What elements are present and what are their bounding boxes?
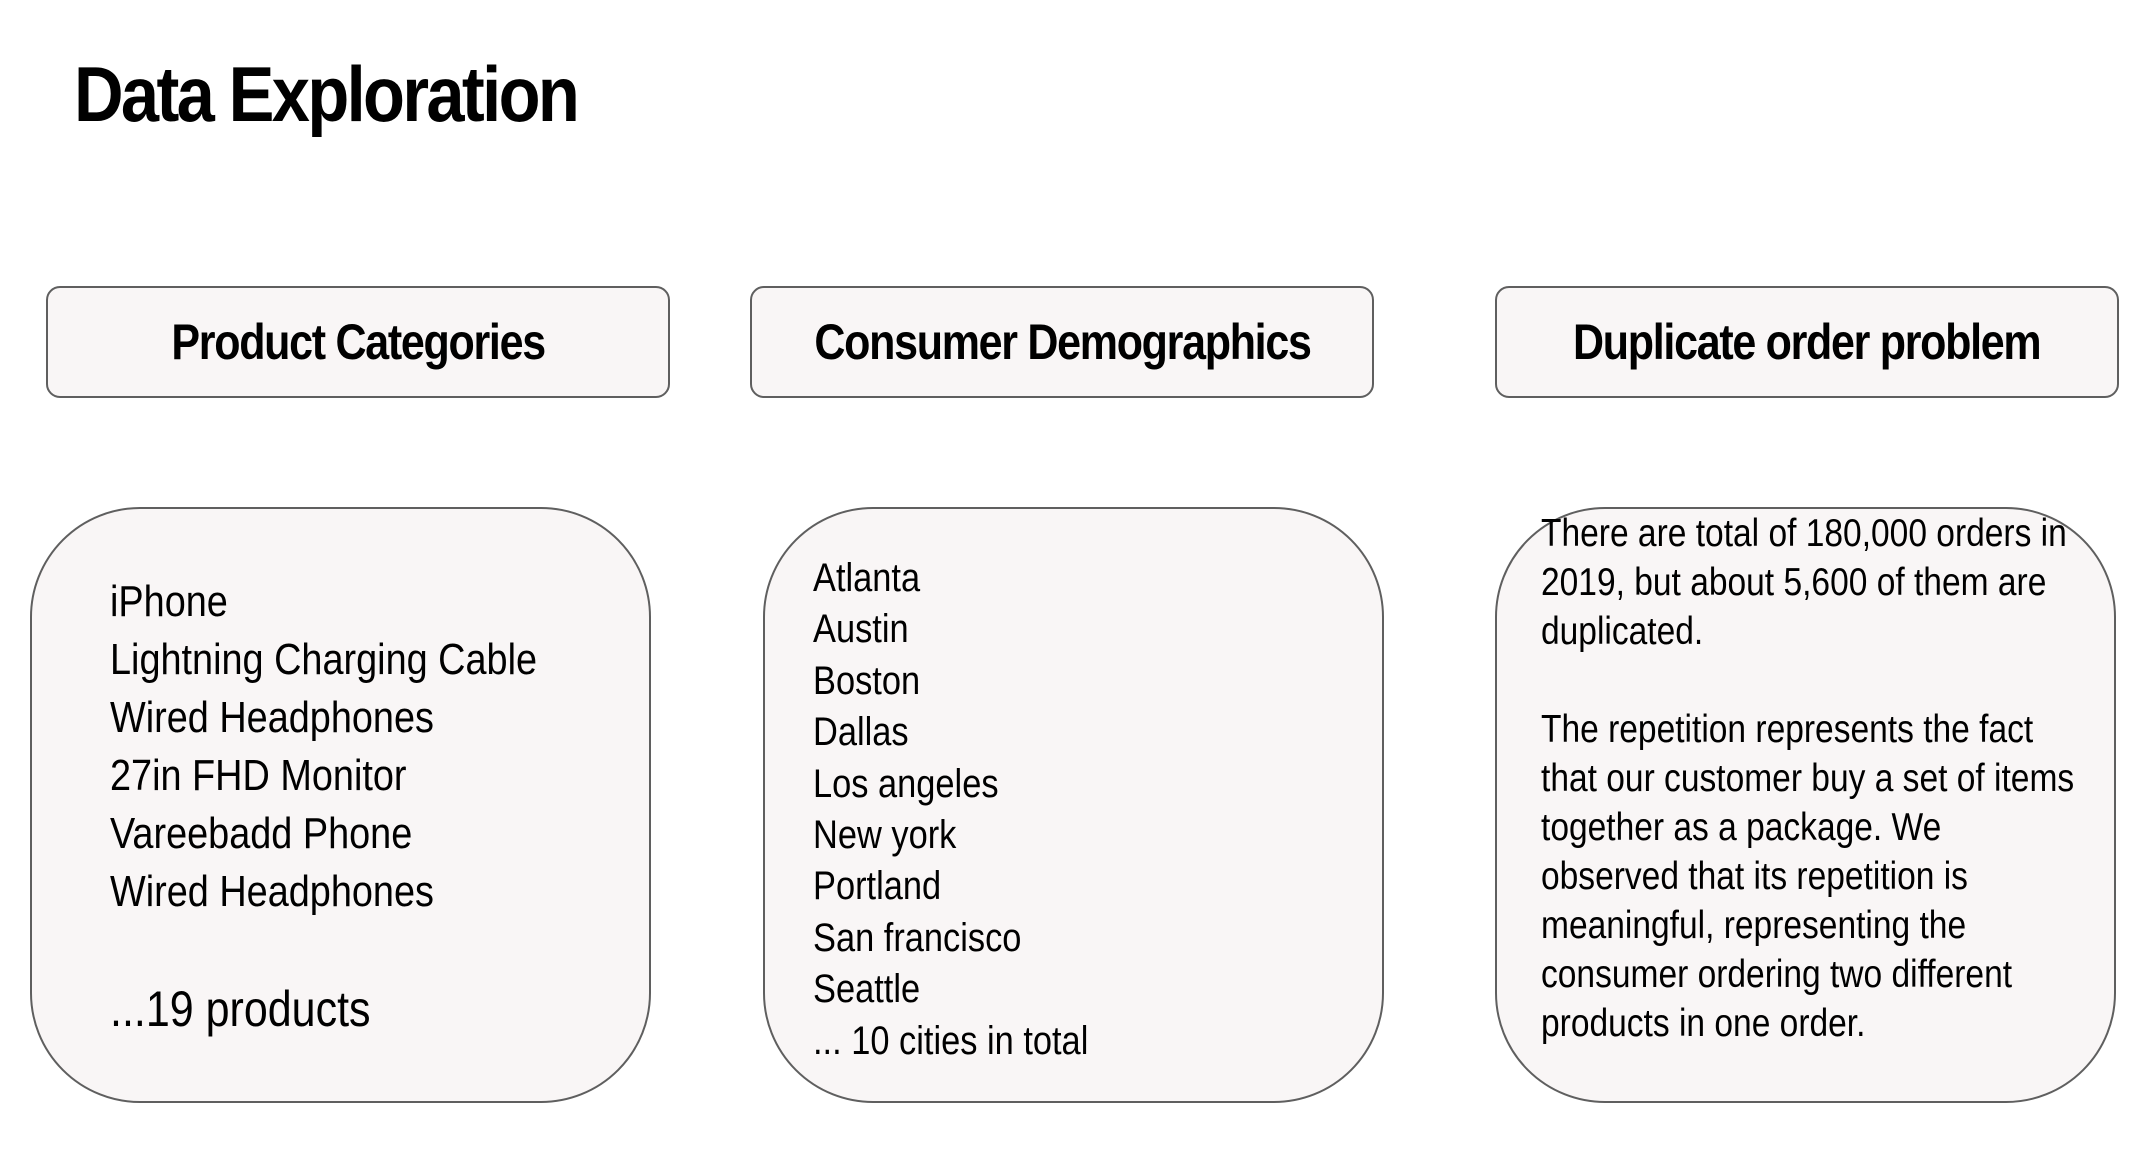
city-item: Los angeles (813, 761, 999, 806)
header-consumer-demographics: Consumer Demographics (750, 286, 1374, 398)
duplicate-order-card: There are total of 180,000 orders in 201… (1495, 507, 2116, 1103)
city-item: Dallas (813, 710, 909, 755)
city-list: Atlanta Austin Boston Dallas Los angeles… (813, 553, 1133, 1067)
header-duplicate-order-problem-label: Duplicate order problem (1573, 314, 2042, 370)
city-item: Portland (813, 864, 942, 909)
city-item: Seattle (813, 967, 921, 1012)
header-consumer-demographics-label: Consumer Demographics (813, 314, 1311, 370)
consumer-demographics-card: Atlanta Austin Boston Dallas Los angeles… (763, 507, 1384, 1103)
city-item: Boston (813, 658, 921, 703)
product-item: Lightning Charging Cable (110, 635, 538, 684)
city-count: ... 10 cities in total (813, 1018, 1089, 1063)
page-title: Data Exploration (74, 50, 580, 138)
product-list: iPhone Lightning Charging Cable Wired He… (110, 573, 607, 921)
city-item: Atlanta (813, 556, 921, 600)
duplicate-order-description: There are total of 180,000 orders in 201… (1541, 509, 2074, 1048)
city-item: Austin (813, 607, 909, 652)
product-item: 27in FHD Monitor (110, 751, 407, 800)
header-product-categories-label: Product Categories (171, 314, 546, 370)
duplicate-order-paragraph: The repetition represents the fact that … (1541, 708, 2075, 1045)
header-duplicate-order-problem: Duplicate order problem (1495, 286, 2119, 398)
product-item: iPhone (110, 577, 228, 626)
product-item: Wired Headphones (110, 693, 434, 742)
product-item: Wired Headphones (110, 867, 434, 916)
header-product-categories: Product Categories (46, 286, 670, 398)
product-categories-card: iPhone Lightning Charging Cable Wired He… (30, 507, 651, 1103)
city-item: San francisco (813, 915, 1022, 960)
product-count: ...19 products (110, 981, 371, 1037)
duplicate-order-paragraph: There are total of 180,000 orders in 201… (1541, 512, 2067, 653)
city-item: New york (813, 813, 957, 858)
product-item: Vareebadd Phone (110, 809, 413, 858)
